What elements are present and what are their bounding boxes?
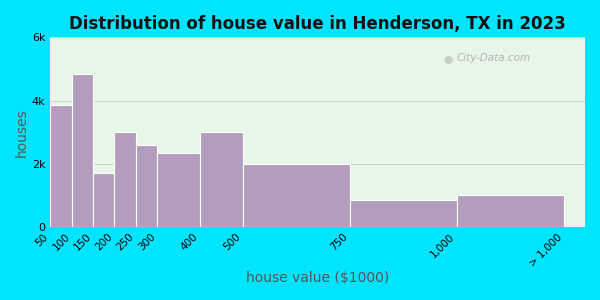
Y-axis label: houses: houses (15, 108, 29, 157)
Bar (457, 195, 563, 227)
Bar (50, 105, 71, 227)
Bar (243, 164, 350, 227)
Text: City-Data.com: City-Data.com (457, 52, 531, 62)
Bar (350, 200, 457, 227)
Bar (136, 145, 157, 227)
Bar (200, 132, 243, 227)
Text: ⬤: ⬤ (443, 55, 452, 64)
Bar (115, 132, 136, 227)
Bar (71, 74, 93, 227)
Title: Distribution of house value in Henderson, TX in 2023: Distribution of house value in Henderson… (69, 15, 566, 33)
Bar (93, 173, 115, 227)
Bar (157, 153, 200, 227)
X-axis label: house value ($1000): house value ($1000) (246, 271, 389, 285)
